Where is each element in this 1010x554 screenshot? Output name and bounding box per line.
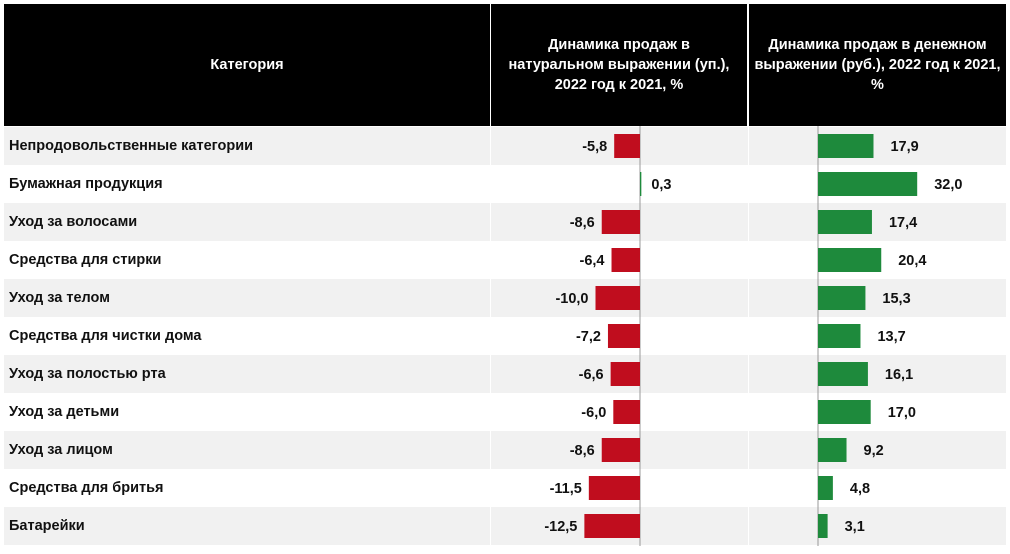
money-value-label: 9,2 (864, 443, 884, 459)
money-value-label: 17,4 (889, 215, 917, 231)
category-label: Средства для бритья (9, 480, 164, 496)
money-value-label: 32,0 (934, 177, 962, 193)
category-label: Батарейки (9, 518, 85, 534)
natural-value-label: -11,5 (550, 481, 582, 497)
table-row: Средства для чистки дома (4, 317, 1006, 355)
natural-value-label: -6,0 (581, 405, 606, 421)
table-row: Средства для бритья (4, 469, 1006, 507)
money-value-label: 20,4 (898, 253, 926, 269)
money-value-label: 4,8 (850, 481, 870, 497)
table-row: Уход за детьми (4, 393, 1006, 431)
column-divider (748, 4, 749, 552)
header-natural: Динамика продаж в натуральном выражении … (491, 4, 747, 126)
money-value-label: 13,7 (877, 329, 905, 345)
natural-bar (610, 362, 640, 386)
table-row: Батарейки (4, 507, 1006, 545)
money-bar (818, 172, 918, 196)
natural-bar (613, 400, 640, 424)
table-row: Бумажная продукция (4, 165, 1006, 203)
category-label: Уход за полостью рта (9, 366, 166, 382)
natural-bar (601, 438, 640, 462)
natural-value-label: -6,6 (579, 367, 604, 383)
natural-value-label: -12,5 (544, 519, 577, 535)
natural-bar (601, 210, 640, 234)
natural-bar (640, 172, 642, 196)
category-label: Уход за лицом (9, 442, 113, 458)
money-bar (818, 248, 882, 272)
column-divider (490, 4, 491, 552)
money-bar (818, 324, 861, 348)
money-bar (818, 438, 847, 462)
category-label: Средства для чистки дома (9, 328, 202, 344)
money-bar (818, 134, 874, 158)
natural-value-label: -8,6 (570, 215, 595, 231)
natural-bar (584, 514, 640, 538)
category-label: Бумажная продукция (9, 176, 163, 192)
money-bar (818, 476, 833, 500)
header-money: Динамика продаж в денежном выражении (ру… (749, 4, 1006, 126)
money-bar (818, 210, 872, 234)
money-bar (818, 514, 828, 538)
category-label: Непродовольственные категории (9, 138, 254, 154)
money-bar (818, 286, 866, 310)
category-label: Средства для стирки (9, 252, 162, 268)
table-row: Средства для стирки (4, 241, 1006, 279)
natural-value-label: -10,0 (555, 291, 588, 307)
natural-value-label: -5,8 (582, 139, 607, 155)
natural-bar (614, 134, 640, 158)
category-label: Уход за детьми (9, 404, 120, 420)
natural-value-label: -7,2 (576, 329, 601, 345)
natural-value-label: -6,4 (580, 253, 605, 269)
category-label: Уход за волосами (9, 214, 138, 230)
header-category: Категория (4, 4, 490, 126)
money-value-label: 17,0 (888, 405, 916, 421)
money-value-label: 16,1 (885, 367, 913, 383)
natural-bar (611, 248, 640, 272)
natural-bar (607, 324, 640, 348)
category-label: Уход за телом (9, 290, 110, 306)
money-bar (818, 362, 868, 386)
money-value-label: 15,3 (882, 291, 910, 307)
money-value-label: 17,9 (890, 139, 918, 155)
natural-bar (595, 286, 640, 310)
money-bar (818, 400, 871, 424)
money-value-label: 3,1 (845, 519, 865, 535)
natural-value-label: -8,6 (570, 443, 595, 459)
natural-bar (588, 476, 640, 500)
natural-value-label: 0,3 (651, 177, 671, 193)
